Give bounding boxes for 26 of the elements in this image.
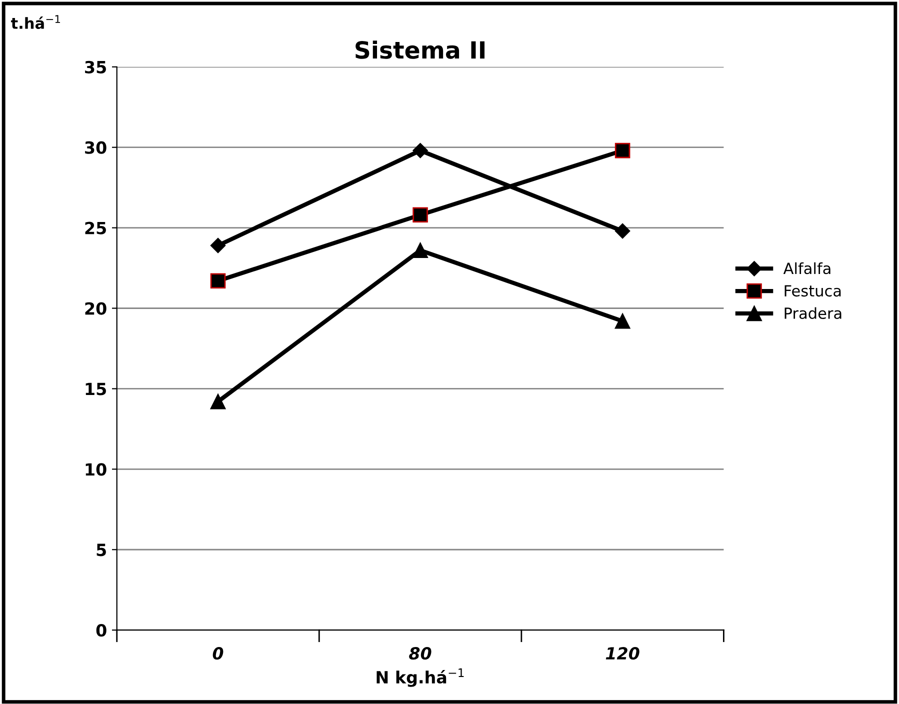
- point: [614, 223, 630, 239]
- legend-label: Pradera: [784, 307, 842, 320]
- y-tick-label: 0: [96, 624, 106, 637]
- y-tick-label: 15: [86, 382, 106, 396]
- point: [614, 313, 630, 329]
- y-axis-title: t.há$^{−1}$: [10, 15, 60, 29]
- legend-label: Festuca: [784, 285, 841, 297]
- point: [412, 242, 428, 258]
- point: [210, 238, 226, 254]
- point: [412, 142, 428, 158]
- y-tick-label: 30: [85, 141, 106, 154]
- y-tick-label: 25: [85, 222, 106, 234]
- x-tick-label: 80: [409, 647, 432, 660]
- chart-title: Sistema II: [356, 40, 484, 59]
- y-tick-label: 35: [85, 60, 106, 74]
- legend-label: Alfalfa: [783, 262, 830, 274]
- y-tick-label: 20: [85, 302, 106, 315]
- point: [210, 394, 226, 410]
- point: [614, 142, 630, 158]
- x-tick-label: 120: [606, 647, 640, 660]
- y-tick-label: 5: [96, 544, 106, 556]
- x-tick-label: 0: [212, 647, 224, 660]
- point: [412, 207, 428, 223]
- y-tick-label: 10: [86, 463, 106, 476]
- x-axis-title: N kg.há$^{−1}$: [376, 668, 464, 687]
- point: [210, 273, 226, 289]
